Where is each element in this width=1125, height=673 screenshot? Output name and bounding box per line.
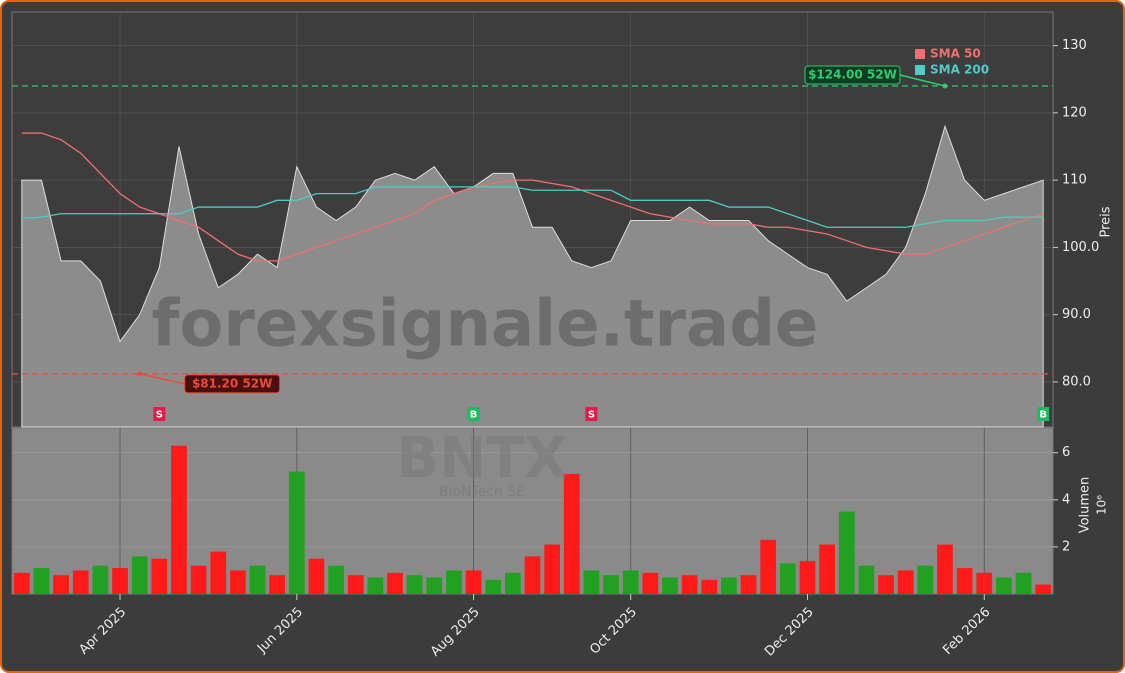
volume-bar bbox=[53, 575, 69, 594]
y-axis-label: Preis bbox=[1099, 206, 1114, 237]
volume-bar bbox=[681, 575, 698, 594]
volume-bar bbox=[367, 577, 384, 594]
volume-bar bbox=[308, 558, 325, 594]
volume-bar bbox=[485, 579, 502, 594]
signal-marker bbox=[153, 407, 166, 421]
volume-bar bbox=[603, 575, 619, 594]
annotation-point bbox=[942, 83, 948, 89]
volume-bar bbox=[779, 563, 796, 594]
y-tick-label: 4 bbox=[1062, 492, 1070, 507]
y-tick-label: 90.0 bbox=[1062, 307, 1091, 322]
volume-bar bbox=[897, 570, 914, 594]
volume-bar bbox=[838, 511, 855, 594]
volume-axis-label: Volumen bbox=[1078, 477, 1093, 534]
volume-bar bbox=[426, 577, 443, 594]
volume-bar bbox=[524, 556, 541, 594]
volume-bar bbox=[446, 570, 462, 594]
signal-label: B bbox=[1039, 410, 1047, 421]
volume-bar bbox=[740, 575, 757, 594]
volume-bar bbox=[858, 565, 875, 594]
legend-swatch bbox=[915, 65, 925, 75]
price-area bbox=[21, 124, 1044, 428]
annotation-label: $124.00 52W bbox=[808, 67, 897, 81]
ticker: BNTX bbox=[397, 426, 568, 491]
y-tick-label: 100.0 bbox=[1062, 240, 1099, 255]
volume-bar bbox=[190, 565, 207, 594]
volume-bar bbox=[544, 544, 560, 594]
volume-bar bbox=[13, 572, 30, 594]
volume-bar bbox=[1035, 584, 1052, 594]
annotation-arrow bbox=[899, 74, 946, 87]
y-tick-label: 130 bbox=[1062, 38, 1087, 53]
y-tick-label: 6 bbox=[1062, 445, 1070, 460]
volume-bar bbox=[92, 565, 109, 594]
volume-scale: 10⁶ bbox=[1095, 495, 1109, 515]
volume-bar bbox=[347, 575, 364, 594]
signal-marker bbox=[585, 407, 598, 421]
signal-label: S bbox=[156, 410, 163, 421]
volume-bar bbox=[976, 572, 993, 594]
volume-bar bbox=[406, 575, 423, 594]
volume-bar bbox=[465, 570, 482, 594]
y-tick-label: 110 bbox=[1062, 173, 1087, 188]
y-tick-label: 120 bbox=[1062, 105, 1087, 120]
volume-bar bbox=[799, 561, 816, 594]
volume-bar bbox=[1015, 572, 1032, 594]
volume-bar bbox=[760, 539, 777, 594]
legend-label: SMA 200 bbox=[930, 63, 989, 77]
volume-bar bbox=[249, 565, 266, 594]
volume-bar bbox=[819, 544, 835, 594]
volume-bar bbox=[721, 577, 737, 594]
annotation-box bbox=[804, 65, 901, 85]
volume-bar bbox=[112, 568, 128, 594]
volume-bar bbox=[622, 570, 639, 594]
volume-bar bbox=[269, 575, 286, 594]
volume-bar bbox=[878, 575, 894, 594]
volume-bar bbox=[996, 577, 1012, 594]
volume-bar bbox=[72, 570, 89, 594]
annotation-point bbox=[137, 371, 143, 377]
watermark: forexsignale.trade bbox=[152, 288, 819, 362]
signal-marker bbox=[1037, 407, 1050, 421]
volume-bar bbox=[956, 568, 973, 594]
signal-label: B bbox=[470, 410, 478, 421]
volume-bar bbox=[33, 568, 50, 594]
volume-bar bbox=[387, 572, 403, 594]
legend-swatch bbox=[915, 49, 925, 59]
signal-label: S bbox=[588, 410, 595, 421]
volume-bar bbox=[701, 579, 718, 594]
volume-bar bbox=[288, 471, 305, 594]
y-tick-label: 80.0 bbox=[1062, 374, 1091, 389]
volume-bar bbox=[131, 556, 148, 594]
annotation-label: $81.20 52W bbox=[192, 376, 272, 390]
volume-bar bbox=[505, 572, 521, 594]
volume-bar bbox=[151, 558, 168, 594]
volume-bar bbox=[171, 445, 187, 594]
legend-label: SMA 50 bbox=[930, 47, 981, 61]
y-tick-label: 2 bbox=[1062, 539, 1070, 554]
annotation-arrow bbox=[139, 373, 185, 385]
volume-bar bbox=[563, 473, 580, 594]
sma-line bbox=[21, 132, 1044, 262]
volume-bar bbox=[210, 551, 227, 594]
annotation-box bbox=[184, 374, 281, 394]
volume-bar bbox=[937, 544, 953, 594]
volume-bar bbox=[328, 565, 344, 594]
volume-bar bbox=[917, 565, 934, 594]
signal-marker bbox=[467, 407, 480, 421]
sma-line bbox=[21, 186, 1044, 228]
volume-bar bbox=[642, 572, 659, 594]
company-name: BioNTech SE bbox=[439, 484, 525, 500]
volume-bar bbox=[662, 577, 678, 594]
volume-bar bbox=[230, 570, 246, 594]
volume-bar bbox=[583, 570, 600, 594]
